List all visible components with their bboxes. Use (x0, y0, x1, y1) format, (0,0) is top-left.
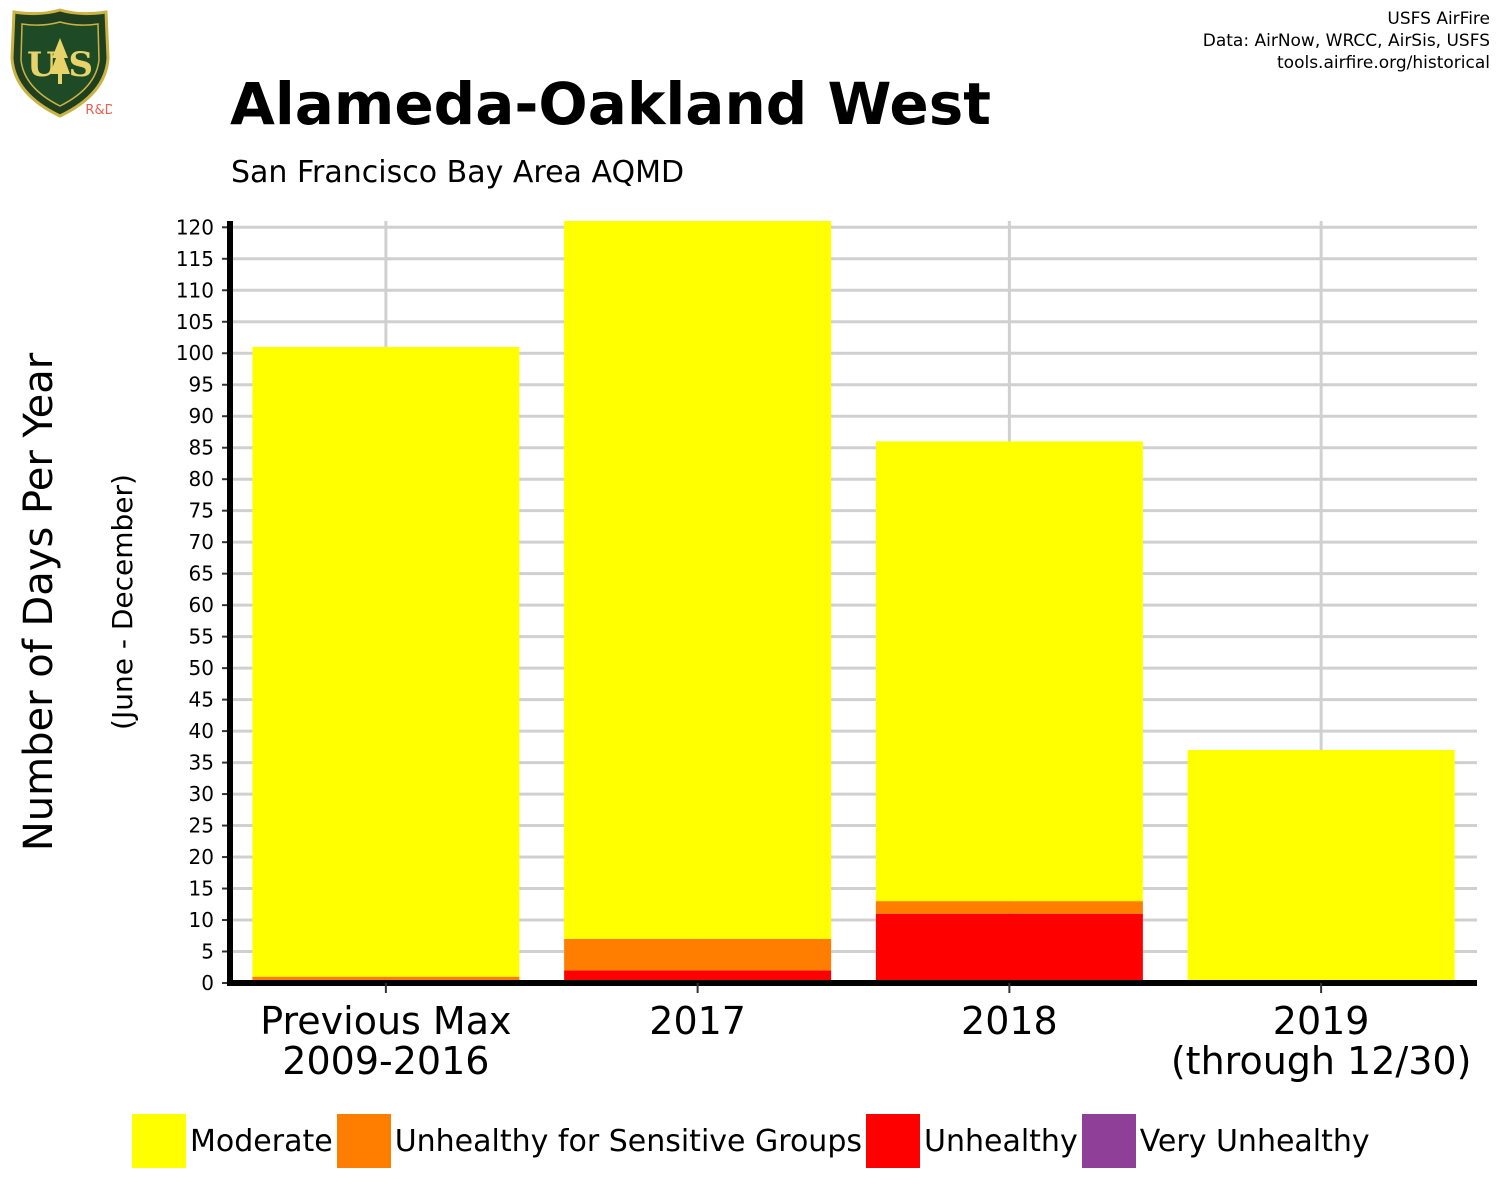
bar-unhealthy-for-sensitive-groups-1 (564, 938, 832, 971)
y-tick-label-115: 115 (176, 247, 214, 271)
y-tick-label-85: 85 (189, 436, 214, 460)
bar-moderate-3 (1187, 749, 1455, 983)
bar-moderate-2 (875, 441, 1143, 902)
tree-trunk-icon (58, 74, 62, 84)
legend-item-unhealthy-for-sensitive-groups: Unhealthy for Sensitive Groups (336, 1114, 862, 1168)
credit-line-url: tools.airfire.org/historical (1277, 53, 1490, 73)
y-tick-labels: 0 5 10 15 20 25 30 35 40 45 50 55 60 65 70 75 80 85 90 95 10… (176, 215, 214, 995)
y-tick-label-110: 110 (176, 278, 214, 302)
bar-chart: 0 5 10 15 20 25 30 35 40 45 50 55 60 65 70 75 80 85 90 95 10… (16, 215, 1477, 1083)
y-tick-label-10: 10 (189, 908, 214, 932)
x-tick-label-0-0: Previous Max (260, 999, 511, 1043)
legend-item-very-unhealthy: Very Unhealthy (1081, 1114, 1370, 1168)
x-tick-label-3-0: 2019 (1273, 999, 1370, 1043)
credits: USFS AirFire Data: AirNow, WRCC, AirSis,… (1203, 8, 1490, 74)
bars (252, 221, 1455, 983)
y-tick-label-5: 5 (201, 940, 214, 964)
credit-line-data-sources: Data: AirNow, WRCC, AirSis, USFS (1202, 31, 1490, 51)
y-tick-label-65: 65 (189, 562, 214, 586)
legend-item-moderate: Moderate (132, 1114, 333, 1168)
bar-unhealthy-for-sensitive-groups-2 (875, 901, 1143, 914)
x-tick-label-1-0: 2017 (649, 999, 746, 1043)
bar-moderate-0 (252, 346, 520, 977)
y-tick-label-35: 35 (189, 751, 214, 775)
y-tick-label-120: 120 (176, 215, 214, 239)
y-tick-label-0: 0 (201, 971, 214, 995)
y-tick-label-15: 15 (189, 877, 214, 901)
x-tick-label-3-1: (through 12/30) (1171, 1039, 1472, 1083)
bar-moderate-1 (564, 221, 832, 939)
y-tick-label-50: 50 (189, 656, 214, 680)
y-axis-sublabel: (June - December) (106, 474, 139, 730)
x-tick-label-2-0: 2018 (961, 999, 1058, 1043)
bar-unhealthy-for-sensitive-groups-0 (252, 976, 520, 983)
x-tick-label-0-1: 2009-2016 (282, 1039, 489, 1083)
bar-unhealthy-2 (875, 913, 1143, 983)
chart-subtitle: San Francisco Bay Area AQMD (231, 155, 685, 190)
y-tick-label-40: 40 (189, 719, 214, 743)
legend-item-unhealthy: Unhealthy (866, 1114, 1078, 1168)
legend-label-moderate: Moderate (190, 1123, 333, 1159)
bar-unhealthy-1 (564, 970, 832, 983)
legend-label-unhealthy: Unhealthy (924, 1123, 1078, 1159)
legend: Moderate Unhealthy for Sensitive Groups Un… (132, 1113, 1374, 1169)
y-tick-label-55: 55 (189, 625, 214, 649)
legend-label-unhealthy-for-sensitive-groups: Unhealthy for Sensitive Groups (394, 1123, 862, 1159)
y-tick-label-60: 60 (189, 593, 214, 617)
y-tick-label-30: 30 (189, 782, 214, 806)
y-axis-label: Number of Days Per Year (16, 352, 62, 851)
y-tick-label-45: 45 (189, 688, 214, 712)
vertical-gridlines (384, 221, 1323, 983)
y-tick-label-105: 105 (176, 310, 214, 334)
y-tick-label-75: 75 (189, 499, 214, 523)
forest-service-shield-logo: U S R&D (10, 8, 112, 118)
y-tick-label-80: 80 (189, 467, 214, 491)
chart-title: Alameda-Oakland West (230, 70, 991, 138)
logo-tag: R&D (85, 103, 112, 118)
axes (222, 221, 1477, 993)
legend-swatch-unhealthy-for-sensitive-groups (336, 1114, 391, 1168)
y-tick-label-25: 25 (189, 814, 214, 838)
legend-swatch-very-unhealthy (1081, 1114, 1136, 1168)
y-tick-label-20: 20 (189, 845, 214, 869)
legend-swatch-unhealthy (866, 1114, 920, 1168)
y-tick-label-100: 100 (176, 341, 214, 365)
y-tick-label-95: 95 (189, 373, 214, 397)
y-tick-label-90: 90 (189, 404, 214, 428)
legend-label-very-unhealthy: Very Unhealthy (1139, 1123, 1370, 1159)
tree-icon (50, 38, 70, 74)
legend-swatch-moderate (132, 1114, 186, 1168)
y-tick-label-70: 70 (189, 530, 214, 554)
credit-line-airfire: USFS AirFire (1387, 9, 1490, 29)
